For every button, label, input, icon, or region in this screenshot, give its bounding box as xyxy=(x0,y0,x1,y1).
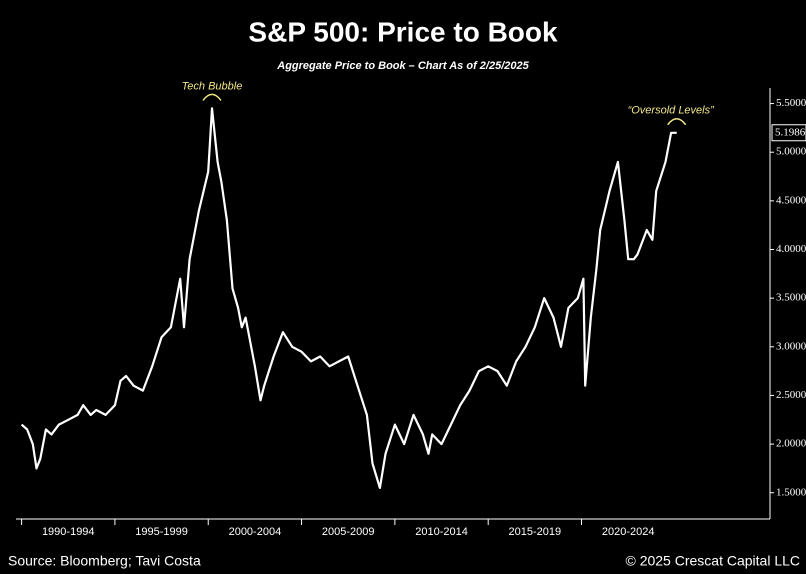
y-tick-label: 1.5000 xyxy=(776,486,806,498)
y-tick-label: 3.0000 xyxy=(776,340,806,352)
copyright: © 2025 Crescat Capital LLC xyxy=(625,553,800,569)
y-tick-label: 3.5000 xyxy=(776,292,806,304)
x-tick-label: 2005-2009 xyxy=(322,526,375,538)
last-value-box xyxy=(771,124,806,142)
y-tick-label: 4.5000 xyxy=(776,194,806,206)
x-tick-label: 2015-2019 xyxy=(509,526,562,538)
y-tick-label: 5.0000 xyxy=(776,146,806,158)
annotation-arc xyxy=(202,93,222,101)
x-tick-label: 2010-2014 xyxy=(415,526,468,538)
last-value-label: 5.1986 xyxy=(775,126,806,138)
annotation: “Oversold Levels” xyxy=(628,105,716,117)
y-tick-label: 4.0000 xyxy=(776,243,806,255)
annotation-arc xyxy=(667,118,687,126)
annotation: Tech Bubble xyxy=(182,80,243,92)
y-tick-label: 5.5000 xyxy=(776,97,806,109)
x-tick-label: 2020-2024 xyxy=(602,526,655,538)
y-tick-label: 2.5000 xyxy=(776,389,806,401)
chart-subtitle: Aggregate Price to Book – Chart As of 2/… xyxy=(276,60,529,72)
data-line xyxy=(20,107,677,489)
x-tick-label: 1990-1994 xyxy=(42,526,95,538)
x-tick-label: 2000-2004 xyxy=(229,526,282,538)
y-tick-label: 2.0000 xyxy=(776,438,806,450)
x-tick-label: 1995-1999 xyxy=(135,526,188,538)
source: Source: Bloomberg; Tavi Costa xyxy=(8,553,201,569)
chart-title: S&P 500: Price to Book xyxy=(248,16,558,47)
